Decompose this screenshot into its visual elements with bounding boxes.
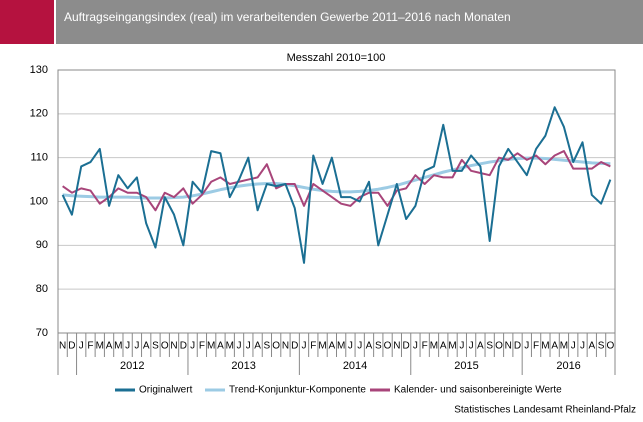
x-tick-label: D — [403, 341, 410, 352]
x-tick-label: N — [59, 341, 66, 352]
x-tick-label: N — [505, 341, 512, 352]
x-tick-label: A — [143, 341, 150, 352]
x-tick-label: J — [125, 341, 130, 352]
x-tick-label: J — [237, 341, 242, 352]
chart-title: Auftragseingangsindex (real) im verarbei… — [64, 10, 511, 24]
x-tick-label: J — [302, 341, 307, 352]
x-tick-label: J — [459, 341, 464, 352]
x-tick-label: M — [541, 341, 549, 352]
x-tick-label: O — [272, 341, 280, 352]
x-tick-label: A — [588, 341, 595, 352]
x-tick-label: J — [524, 341, 529, 352]
x-tick-label: A — [329, 341, 336, 352]
x-tick-label: M — [318, 341, 326, 352]
y-tick-label: 80 — [36, 283, 48, 295]
series-line — [61, 106, 612, 264]
x-tick-label: S — [486, 341, 493, 352]
x-tick-label: S — [598, 341, 605, 352]
legend-label: Trend-Konjunktur-Komponente — [229, 385, 366, 396]
x-tick-label: F — [87, 341, 93, 352]
x-tick-label: N — [393, 341, 400, 352]
x-tick-label: M — [96, 341, 104, 352]
header-bar — [56, 0, 643, 44]
series-line — [62, 150, 611, 212]
x-tick-label: A — [217, 341, 224, 352]
x-tick-label: J — [246, 341, 251, 352]
x-tick-label: N — [170, 341, 177, 352]
y-tick-label: 100 — [30, 195, 48, 207]
legend-label: Originalwert — [139, 385, 193, 396]
x-tick-label: A — [440, 341, 447, 352]
x-tick-label: A — [254, 341, 261, 352]
x-tick-label: D — [514, 341, 521, 352]
x-tick-label: M — [207, 341, 215, 352]
x-tick-label: J — [348, 341, 353, 352]
x-tick-label: J — [413, 341, 418, 352]
x-tick-label: D — [291, 341, 298, 352]
y-tick-label: 90 — [36, 239, 48, 251]
x-tick-label: M — [337, 341, 345, 352]
x-tick-label: A — [477, 341, 484, 352]
x-tick-label: D — [180, 341, 187, 352]
x-tick-label: M — [430, 341, 438, 352]
year-label: 2013 — [231, 360, 255, 372]
x-tick-label: S — [375, 341, 382, 352]
year-label: 2015 — [454, 360, 478, 372]
x-tick-label: O — [384, 341, 392, 352]
x-tick-label: O — [161, 341, 169, 352]
x-tick-label: N — [282, 341, 289, 352]
year-label: 2016 — [556, 360, 580, 372]
chart-subtitle: Messzahl 2010=100 — [287, 52, 386, 64]
x-tick-label: A — [366, 341, 373, 352]
x-tick-label: D — [68, 341, 75, 352]
x-tick-label: M — [114, 341, 122, 352]
x-tick-label: M — [448, 341, 456, 352]
x-tick-label: O — [495, 341, 503, 352]
x-tick-label: J — [134, 341, 139, 352]
x-tick-label: F — [199, 341, 205, 352]
x-tick-label: J — [357, 341, 362, 352]
x-tick-label: S — [152, 341, 159, 352]
x-tick-label: F — [422, 341, 428, 352]
header-accent — [0, 0, 54, 44]
y-tick-label: 110 — [30, 152, 48, 164]
x-tick-label: J — [79, 341, 84, 352]
series-line — [62, 156, 611, 200]
x-tick-label: F — [533, 341, 539, 352]
x-tick-label: M — [560, 341, 568, 352]
year-label: 2012 — [120, 360, 144, 372]
x-tick-label: M — [226, 341, 234, 352]
x-tick-label: J — [469, 341, 474, 352]
source: Statistisches Landesamt Rheinland-Pfalz — [454, 405, 636, 416]
y-tick-label: 120 — [30, 108, 48, 120]
x-tick-label: J — [580, 341, 585, 352]
x-tick-label: O — [606, 341, 614, 352]
year-label: 2014 — [343, 360, 367, 372]
y-tick-label: 70 — [36, 327, 48, 339]
y-tick-label: 130 — [30, 64, 48, 76]
legend-label: Kalender- und saisonbereinigte Werte — [394, 385, 562, 396]
x-tick-label: J — [190, 341, 195, 352]
x-tick-label: J — [571, 341, 576, 352]
x-tick-label: A — [106, 341, 113, 352]
x-tick-label: S — [264, 341, 271, 352]
x-tick-label: F — [310, 341, 316, 352]
x-tick-label: A — [551, 341, 558, 352]
